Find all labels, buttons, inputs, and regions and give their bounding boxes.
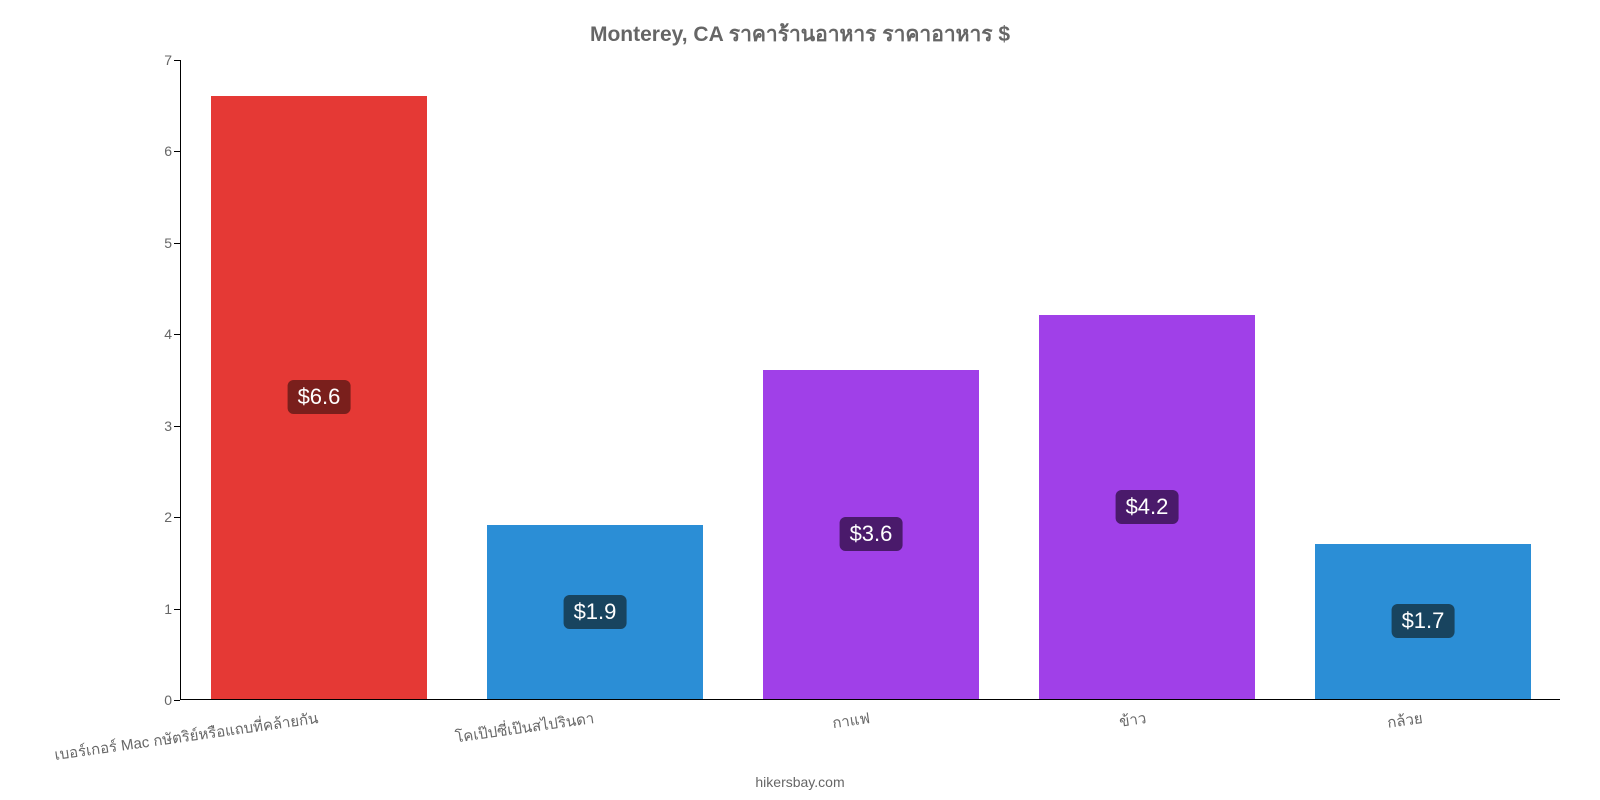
y-tick-mark xyxy=(174,151,180,152)
bar: $1.9 xyxy=(487,525,702,699)
y-tick-label: 2 xyxy=(140,509,172,525)
y-tick-label: 6 xyxy=(140,143,172,159)
bar-value-badge: $6.6 xyxy=(288,380,351,414)
chart-title: Monterey, CA ราคาร้านอาหาร ราคาอาหาร $ xyxy=(0,18,1600,51)
y-tick-label: 5 xyxy=(140,235,172,251)
price-bar-chart: Monterey, CA ราคาร้านอาหาร ราคาอาหาร $ $… xyxy=(0,0,1600,800)
y-tick-mark xyxy=(174,60,180,61)
y-tick-mark xyxy=(174,517,180,518)
y-tick-label: 7 xyxy=(140,52,172,68)
plot-area: $6.6 $1.9 $3.6 $4.2 $1.7 xyxy=(180,60,1560,700)
x-category-label: เบอร์เกอร์ Mac กษัตริย์หรือแถบที่คล้ายกั… xyxy=(53,706,320,767)
y-tick-mark xyxy=(174,700,180,701)
bar-value-badge: $3.6 xyxy=(840,517,903,551)
x-category-label: ข้าว xyxy=(1117,706,1147,734)
y-tick-label: 0 xyxy=(140,692,172,708)
y-tick-label: 1 xyxy=(140,601,172,617)
y-tick-mark xyxy=(174,609,180,610)
x-category-label: กาแฟ xyxy=(831,706,872,735)
x-category-label: โคเป๊ปซี่เป๊นสไปรินดา xyxy=(454,706,596,749)
y-tick-label: 3 xyxy=(140,418,172,434)
bar: $1.7 xyxy=(1315,544,1530,699)
attribution-text: hikersbay.com xyxy=(0,774,1600,790)
y-tick-mark xyxy=(174,426,180,427)
bar: $4.2 xyxy=(1039,315,1254,699)
bar: $3.6 xyxy=(763,370,978,699)
y-tick-label: 4 xyxy=(140,326,172,342)
bar-value-badge: $1.7 xyxy=(1392,604,1455,638)
bar: $6.6 xyxy=(211,96,426,699)
x-category-label: กล้วย xyxy=(1385,706,1423,735)
bar-value-badge: $4.2 xyxy=(1116,490,1179,524)
bar-value-badge: $1.9 xyxy=(564,595,627,629)
y-tick-mark xyxy=(174,334,180,335)
y-tick-mark xyxy=(174,243,180,244)
